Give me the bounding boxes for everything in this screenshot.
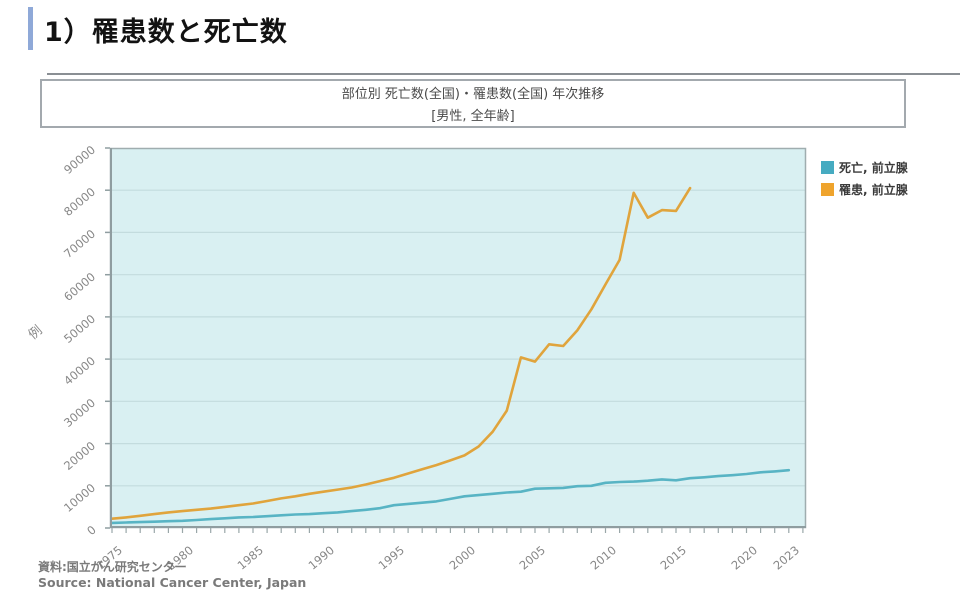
x-tick-label: 2015 xyxy=(657,543,689,573)
chart-title: 部位別 死亡数(全国)・罹患数(全国) 年次推移 xyxy=(341,87,605,102)
y-tick-label: 0 xyxy=(83,522,99,539)
chart-legend: 死亡, 前立腺 罹患, 前立腺 xyxy=(821,159,908,198)
source-note: 資料:国立がん研究センター Source: National Cancer Ce… xyxy=(38,560,306,591)
y-tick-label: 10000 xyxy=(61,480,99,515)
y-tick-label: 30000 xyxy=(61,395,99,431)
y-tick-label: 60000 xyxy=(61,269,99,304)
x-tick-label: 2005 xyxy=(516,543,548,573)
y-axis-tick-labels: 0 10000 20000 30000 40000 50000 60000 70000 8000… xyxy=(0,143,104,538)
line-chart-plot xyxy=(105,147,807,533)
x-tick-label: 1995 xyxy=(375,543,407,573)
source-note-en: Source: National Cancer Center, Japan xyxy=(38,575,307,590)
header-divider xyxy=(47,73,960,75)
page-title: 1）罹患数と死亡数 xyxy=(44,17,288,48)
source-note-jp: 資料:国立がん研究センター xyxy=(38,560,187,574)
y-tick-label: 90000 xyxy=(61,142,99,177)
y-tick-label: 40000 xyxy=(61,353,99,388)
death-series-swatch-icon xyxy=(821,161,834,174)
x-tick-label: 2000 xyxy=(446,543,478,573)
legend-label: 罹患, 前立腺 xyxy=(839,183,908,197)
title-accent-bar xyxy=(28,7,33,50)
x-tick-label: 2023 xyxy=(770,543,802,573)
x-tick-label: 2020 xyxy=(728,543,760,573)
y-tick-label: 50000 xyxy=(61,311,99,346)
incidence-series-swatch-icon xyxy=(821,183,834,196)
x-tick-label: 1990 xyxy=(305,543,337,573)
legend-label: 死亡, 前立腺 xyxy=(839,161,908,175)
x-tick-label: 2010 xyxy=(587,543,619,573)
y-tick-label: 70000 xyxy=(61,227,99,262)
chart-title-box: 部位別 死亡数(全国)・罹患数(全国) 年次推移 [男性, 全年齢] xyxy=(40,79,906,128)
legend-item-incidence: 罹患, 前立腺 xyxy=(821,181,908,198)
chart-subtitle: [男性, 全年齢] xyxy=(431,109,515,124)
y-tick-label: 80000 xyxy=(61,184,99,220)
legend-item-death: 死亡, 前立腺 xyxy=(821,159,908,176)
y-tick-label: 20000 xyxy=(61,438,99,473)
